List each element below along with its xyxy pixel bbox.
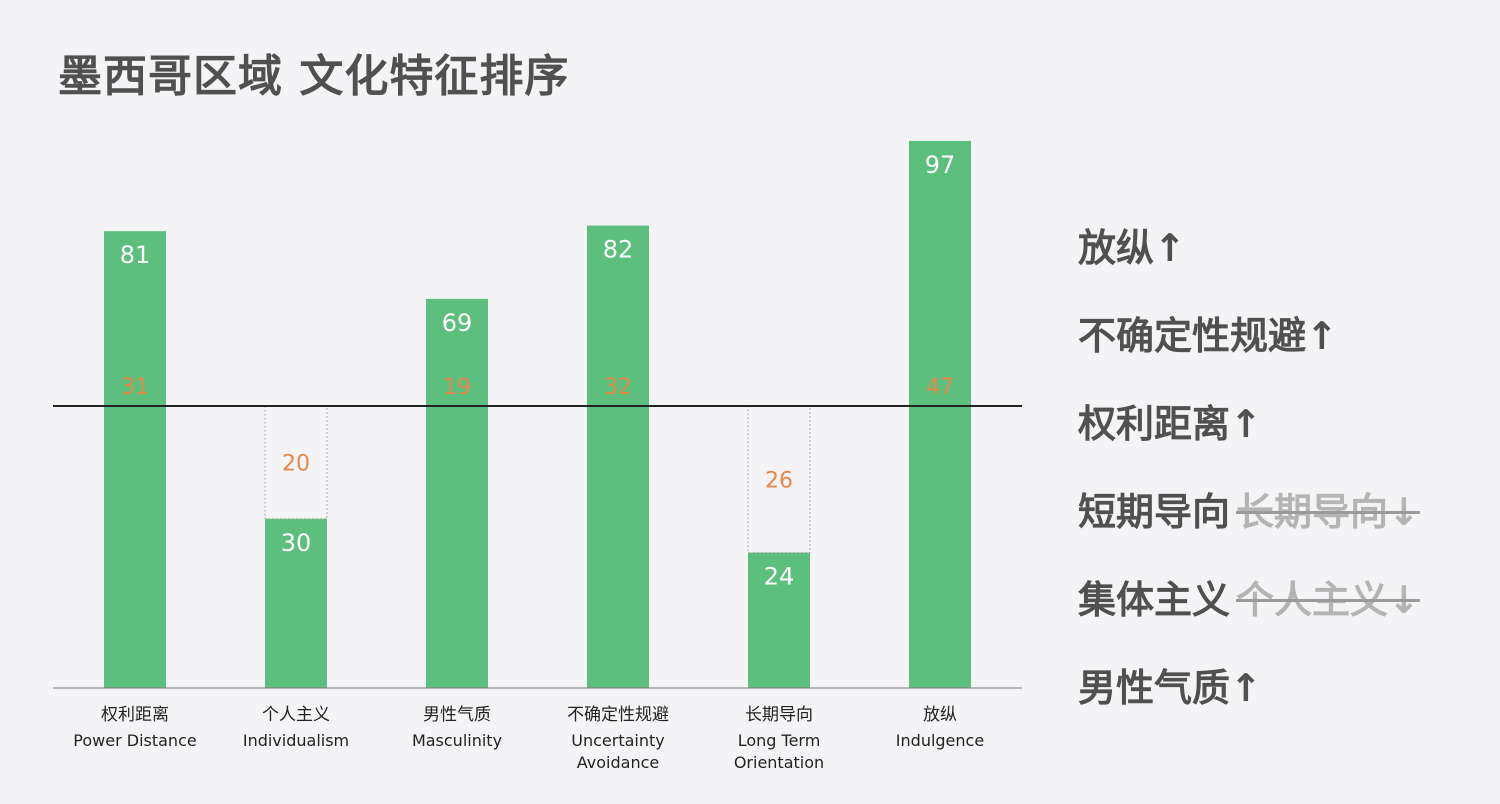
category-label-en: Orientation [734, 753, 824, 772]
bar [748, 552, 810, 688]
gap-box [264, 405, 328, 520]
ranking-label: 权利距离↑ [1078, 401, 1262, 446]
bar [426, 298, 488, 688]
page-title: 墨西哥区域 文化特征排序 [58, 51, 570, 102]
bar [909, 140, 971, 689]
ranking-alt-label: 长期导向↓ [1236, 489, 1420, 534]
value-label: 69 [442, 309, 473, 337]
deviation-label: 47 [926, 375, 954, 400]
value-label: 82 [603, 236, 634, 264]
ranking-list: 放纵↑ 不确定性规避↑ 权利距离↑ 短期导向 长期导向↓ 集体主义 个人主义↓ … [1078, 200, 1488, 728]
category-label-en: Individualism [243, 731, 349, 750]
value-label: 24 [764, 563, 795, 591]
category-label-zh: 放纵 [923, 705, 957, 725]
ranking-label: 集体主义 [1078, 577, 1231, 622]
deviation-label: 19 [443, 375, 471, 400]
category-label-en: Long Term [738, 731, 821, 750]
category-label-en: Uncertainty [571, 731, 664, 750]
ranking-alt-label: 个人主义↓ [1236, 577, 1420, 622]
ranking-item: 短期导向 长期导向↓ [1078, 464, 1488, 552]
value-label: 30 [281, 529, 312, 557]
category-label-en: Indulgence [896, 731, 984, 750]
ranking-label: 短期导向 [1078, 489, 1231, 534]
ranking-item: 不确定性规避↑ [1078, 288, 1488, 376]
deviation-label: 26 [765, 468, 793, 493]
value-label: 81 [120, 241, 151, 269]
ranking-label: 男性气质↑ [1078, 665, 1262, 710]
deviation-label: 32 [604, 375, 632, 400]
category-label-zh: 男性气质 [423, 705, 491, 725]
value-label: 97 [925, 151, 956, 179]
category-label-en: Masculinity [412, 731, 502, 750]
deviation-label: 31 [121, 375, 149, 400]
bar-chart: 81 31 权利距离 Power Distance 30 20 个人主义 Individual… [53, 140, 1022, 772]
category-label-zh: 不确定性规避 [567, 705, 669, 725]
ranking-label: 不确定性规避↑ [1078, 313, 1338, 358]
ranking-label: 放纵↑ [1078, 225, 1186, 270]
bar [587, 225, 649, 688]
category-label-en: Avoidance [577, 753, 659, 772]
ranking-item: 男性气质↑ [1078, 640, 1488, 728]
ranking-item: 权利距离↑ [1078, 376, 1488, 464]
ranking-item: 集体主义 个人主义↓ [1078, 552, 1488, 640]
ranking-item: 放纵↑ [1078, 200, 1488, 288]
category-label-zh: 权利距离 [101, 705, 169, 725]
category-label-en: Power Distance [73, 731, 196, 750]
category-label-zh: 个人主义 [262, 705, 330, 725]
bar [104, 231, 166, 688]
category-label-zh: 长期导向 [745, 705, 813, 725]
bar [265, 518, 327, 688]
deviation-label: 20 [282, 451, 310, 476]
